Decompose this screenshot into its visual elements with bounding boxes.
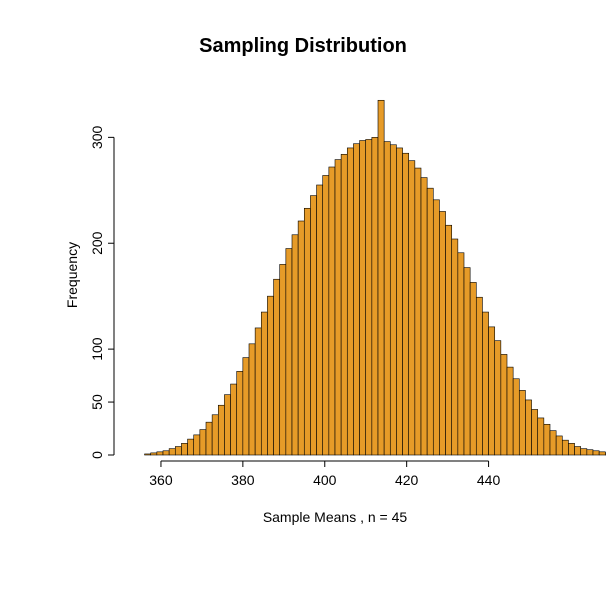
chart-title: Sampling Distribution: [0, 35, 606, 58]
histogram-svg: 360380400420440050100200300: [120, 95, 550, 469]
y-tick-label: 50: [89, 394, 105, 410]
x-axis-label: Sample Means , n = 45: [120, 509, 550, 525]
x-tick-label: 400: [313, 472, 337, 488]
plot-area: 360380400420440050100200300: [120, 95, 550, 455]
y-axis-label: Frequency: [64, 95, 80, 455]
y-tick-label: 200: [89, 231, 105, 255]
y-tick-label: 0: [89, 451, 105, 459]
x-tick-label: 420: [395, 472, 419, 488]
x-tick-label: 440: [477, 472, 501, 488]
y-tick-label: 300: [89, 125, 105, 149]
chart-container: { "chart":{ "type":"histogram", "title":…: [0, 0, 606, 604]
x-tick-label: 380: [231, 472, 255, 488]
x-tick-label: 360: [149, 472, 173, 488]
y-tick-label: 100: [89, 337, 105, 361]
